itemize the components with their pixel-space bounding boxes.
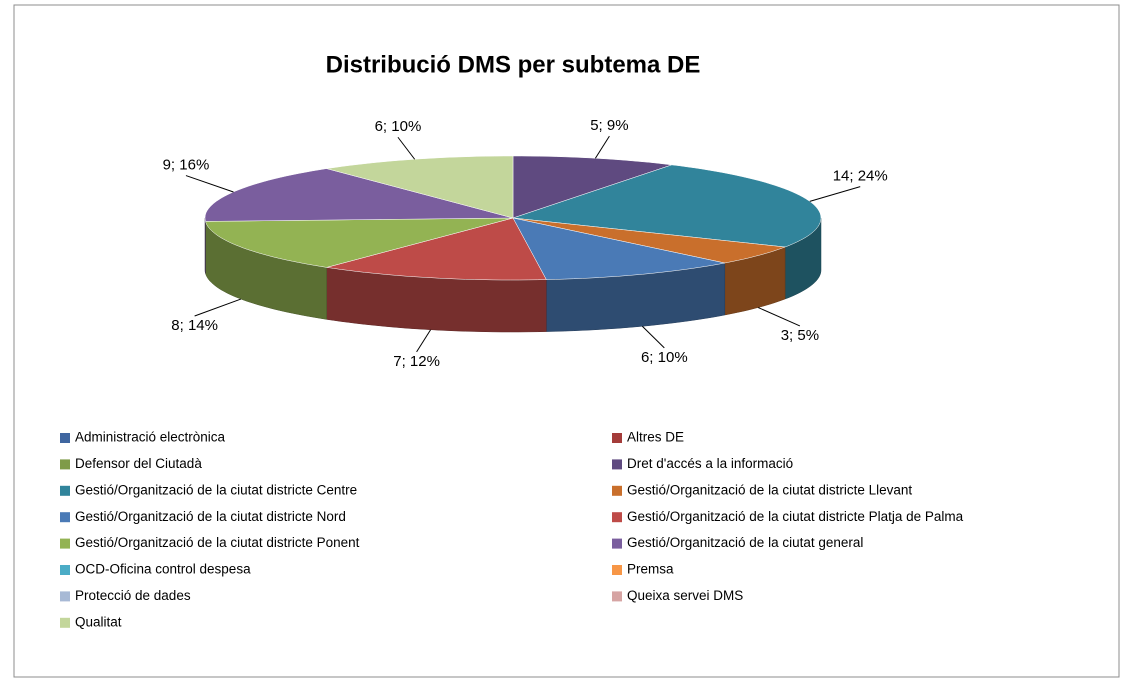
data-label: 14; 24% — [833, 168, 888, 185]
slice-top — [204, 168, 514, 222]
slice-top — [512, 217, 725, 280]
legend-label: Dret d'accés a la informació — [627, 456, 793, 471]
legend-label: Defensor del Ciutadà — [75, 456, 202, 471]
legend-swatch — [612, 565, 622, 575]
legend-label: Premsa — [627, 562, 674, 577]
legend-swatch — [60, 565, 70, 575]
slice-top — [512, 217, 786, 264]
slice — [204, 217, 206, 274]
legend-swatch — [60, 512, 70, 523]
data-label: 6; 10% — [375, 118, 422, 135]
pie-tops — [204, 155, 822, 281]
leader-line — [185, 175, 234, 193]
legend-label: Gestió/Organització de la ciutat distric… — [627, 482, 912, 497]
legend-swatch — [612, 512, 622, 523]
data-label: 9; 16% — [163, 157, 210, 174]
legend-swatch — [612, 591, 622, 602]
leader-line — [194, 298, 242, 317]
legend-swatch — [612, 485, 622, 496]
leader-line — [416, 329, 432, 353]
leader-line — [397, 136, 416, 160]
legend-label: Queixa servei DMS — [627, 588, 743, 603]
chart-title: Distribució DMS per subtema DE — [326, 51, 701, 78]
legend-label: Protecció de dades — [75, 588, 191, 603]
legend-swatch — [60, 459, 70, 470]
legend-label: Altres DE — [627, 430, 684, 445]
slice-top — [512, 164, 822, 248]
legend-label: Qualitat — [75, 614, 122, 629]
legend-swatch — [60, 617, 70, 628]
legend-swatch — [612, 538, 622, 549]
legend-label: Administració electrònica — [75, 430, 226, 445]
legend-label: Gestió/Organització de la ciutat distric… — [627, 509, 964, 524]
leader-line — [594, 135, 610, 159]
legend-label: Gestió/Organització de la ciutat distric… — [75, 535, 360, 550]
legend-swatch — [60, 485, 70, 496]
leader-line — [809, 186, 861, 202]
chart-border — [13, 4, 1120, 678]
pie-sides — [204, 217, 822, 333]
leader-line — [757, 307, 801, 327]
data-label: 8; 14% — [171, 317, 218, 334]
data-label: 3; 5% — [781, 327, 819, 344]
slice-top — [326, 217, 547, 281]
legend-swatch — [612, 459, 622, 470]
legend-swatch — [612, 433, 622, 443]
legend-label: Gestió/Organització de la ciutat distric… — [75, 482, 357, 497]
data-label: 7; 12% — [393, 353, 440, 370]
slice-side — [204, 217, 206, 274]
leader-line — [641, 325, 665, 349]
legend-label: Gestió/Organització de la ciutat distric… — [75, 509, 346, 524]
legend-swatch — [60, 591, 70, 602]
legend-label: Gestió/Organització de la ciutat general — [627, 535, 863, 550]
legend-swatch — [60, 538, 70, 549]
data-label: 6; 10% — [641, 349, 688, 366]
legend-swatch — [60, 433, 70, 443]
legend-label: OCD-Oficina control despesa — [75, 562, 251, 577]
data-label: 5; 9% — [590, 117, 628, 134]
slice-top — [205, 217, 514, 268]
